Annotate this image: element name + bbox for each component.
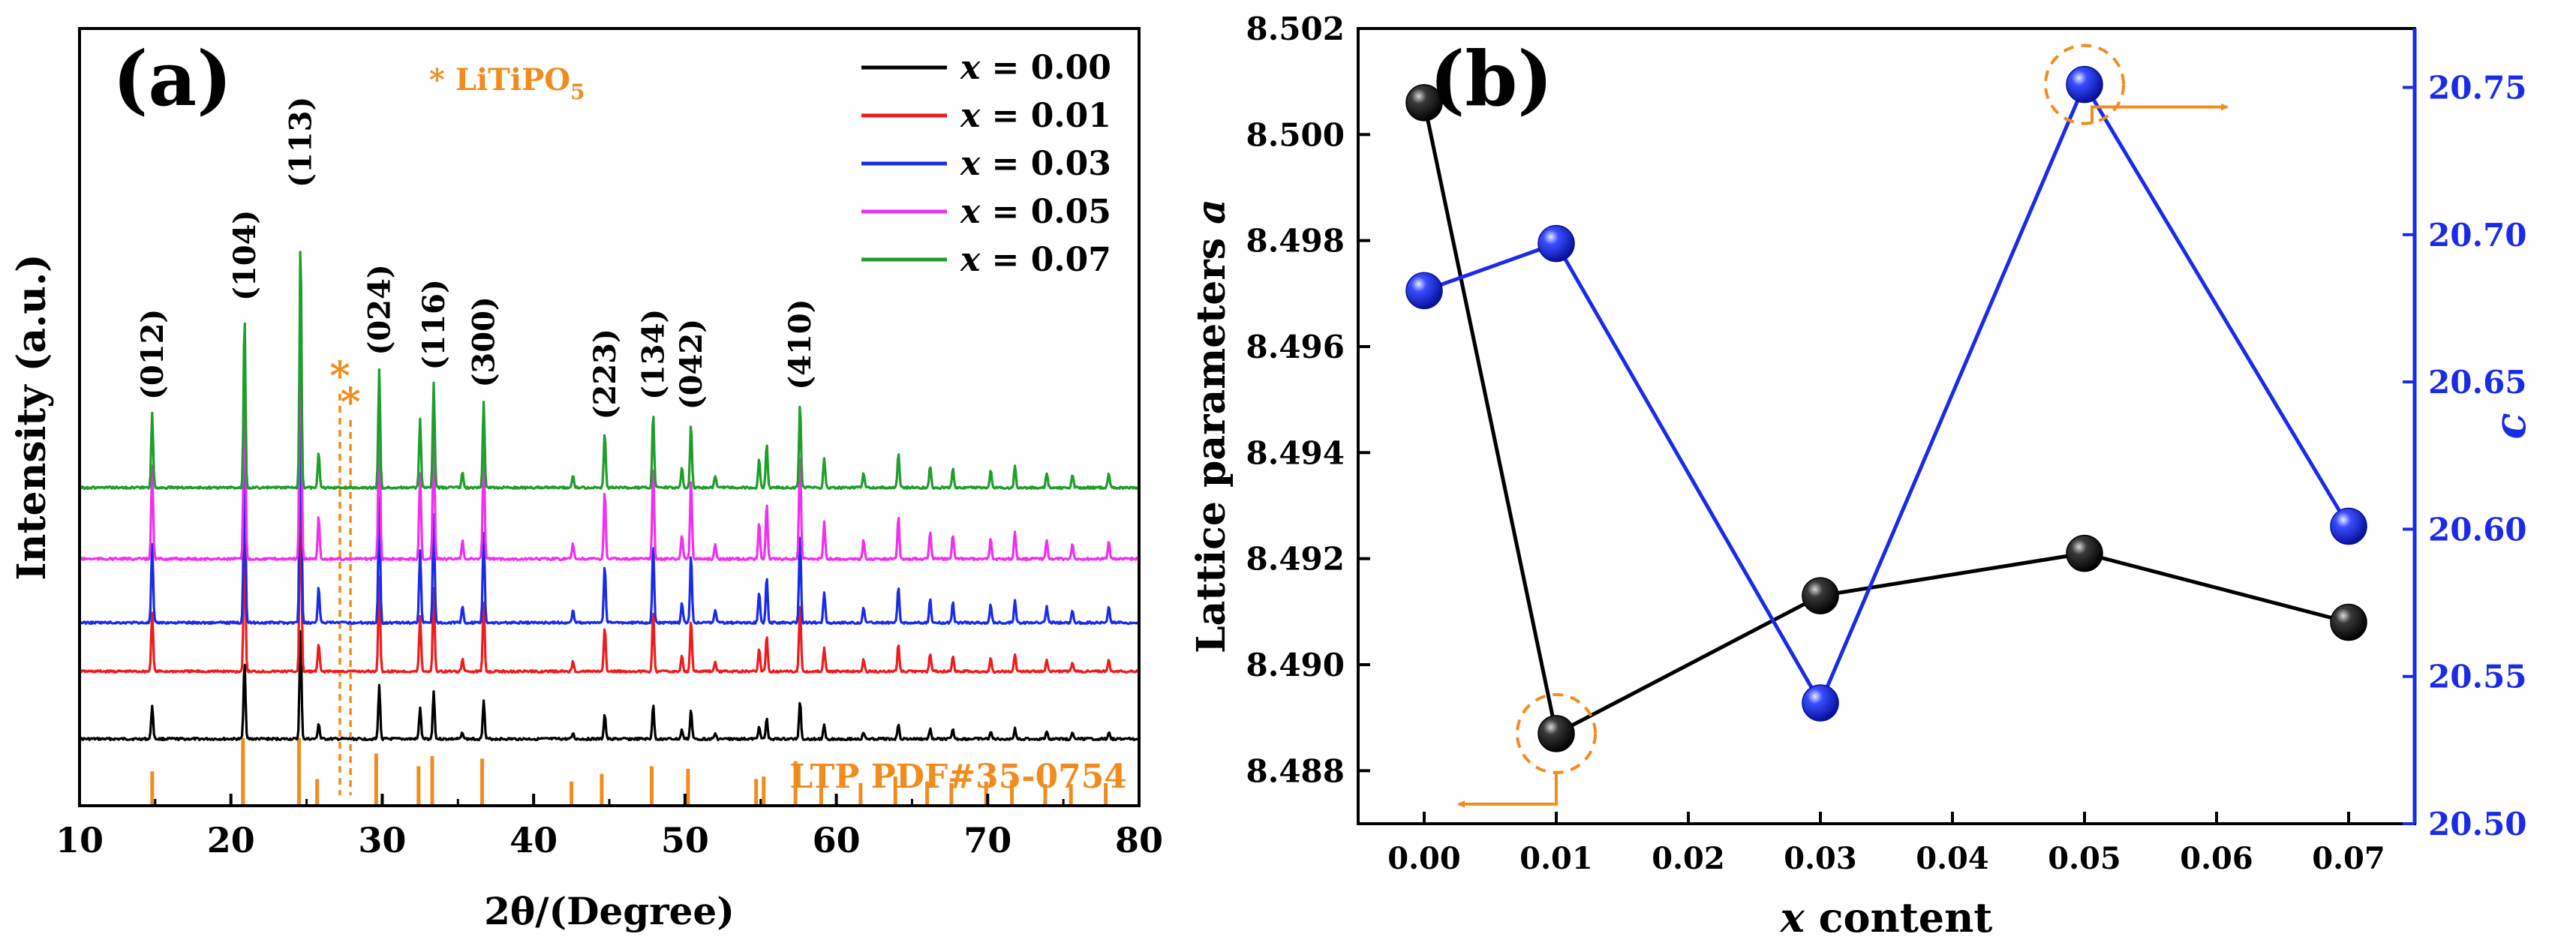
highlight-circle <box>2044 44 2125 125</box>
y-tick-label-left: 8.488 <box>1246 752 1345 789</box>
axis-arrow <box>1457 772 1558 808</box>
series-line <box>1422 102 2349 737</box>
data-point <box>1802 684 1839 722</box>
x-tick-label-b: 0.01 <box>1519 841 1592 876</box>
data-point <box>1537 715 1575 752</box>
hkl-label: (410) <box>783 299 818 389</box>
data-point <box>1405 84 1443 122</box>
x-tick-label-b: 0.00 <box>1387 841 1460 876</box>
y-tick-label-right: 20.50 <box>2428 806 2527 842</box>
y-tick-label-left: 8.494 <box>1246 434 1345 471</box>
data-point <box>1802 577 1839 614</box>
x-tick-label-a: 10 <box>56 820 104 860</box>
xrd-trace <box>79 265 1139 562</box>
x-tick-label-b: 0.06 <box>2180 841 2253 876</box>
y-tick-label-right: 20.60 <box>2428 511 2527 548</box>
legend-entry: x = 0.03 <box>960 145 1111 183</box>
panel-label-a: (a) <box>113 35 232 123</box>
hkl-label: (012) <box>135 309 170 400</box>
impurity-markers: ** <box>329 353 361 795</box>
xrd-trace <box>79 251 1139 491</box>
series-lines-b <box>1422 80 2351 737</box>
hkl-label: (134) <box>636 309 671 400</box>
y-tick-label-left: 8.500 <box>1246 116 1345 153</box>
data-point <box>2330 507 2367 545</box>
impurity-star: * <box>329 353 350 399</box>
xrd-trace <box>79 630 1140 742</box>
data-point <box>2330 603 2367 641</box>
x-tick-label-b: 0.03 <box>1784 841 1856 876</box>
x-tick-label-b: 0.02 <box>1652 841 1724 876</box>
x-tick-label-b: 0.07 <box>2312 841 2385 876</box>
hkl-labels: (012) (104) (113) (024) (116) (300) (223) (134)… <box>135 97 818 420</box>
x-tick-label-a: 20 <box>207 820 255 860</box>
xrd-series <box>78 251 1140 742</box>
hkl-label: (042) <box>674 319 709 410</box>
data-point <box>2066 65 2103 104</box>
y-axis-title-a: Intensity (a.u.) <box>9 254 55 580</box>
x-ticks-a: 10 20 30 40 50 60 70 80 <box>56 794 1163 860</box>
x-tick-label-a: 60 <box>813 820 861 860</box>
plot-frame-b <box>1357 27 2416 825</box>
x-axis-title-b: x content <box>1780 893 1993 941</box>
x-tick-label-a: 80 <box>1115 820 1163 860</box>
hkl-label: (104) <box>227 210 263 301</box>
lattice-panel: 0.00 0.01 0.02 0.03 0.04 0.05 0.06 0.07 8.488 8.4… <box>1189 11 2535 941</box>
legend-entry: x = 0.00 <box>960 49 1111 87</box>
y-tick-label-left: 8.502 <box>1246 11 1345 47</box>
axis-arrow <box>2091 103 2229 124</box>
x-tick-label-a: 70 <box>963 820 1011 860</box>
x-tick-label-a: 50 <box>661 820 709 860</box>
y-tick-label-left: 8.490 <box>1246 647 1345 683</box>
xrd-trace <box>78 480 1140 674</box>
y-tick-label-right: 20.75 <box>2428 70 2527 107</box>
x-tick-label-b: 0.05 <box>2048 841 2121 876</box>
hkl-label: (113) <box>284 97 319 188</box>
x-tick-label-b: 0.04 <box>1916 841 1988 876</box>
reference-label: LTP PDF#35-0754 <box>789 758 1127 796</box>
y-axis-title-left: Lattice parameters a <box>1189 199 1234 653</box>
legend-a: x = 0.00 x = 0.01 x = 0.03 x = 0.05 x = 0.07 <box>861 49 1111 279</box>
y-tick-label-right: 20.70 <box>2428 217 2527 254</box>
y-tick-label-left: 8.492 <box>1246 541 1345 578</box>
data-point <box>1537 224 1575 263</box>
x-tick-label-a: 30 <box>358 820 406 860</box>
series-line <box>1423 80 2351 707</box>
legend-entry: x = 0.01 <box>960 97 1111 135</box>
y-tick-label-left: 8.496 <box>1246 329 1345 365</box>
impurity-star: * <box>340 380 360 425</box>
hkl-label: (223) <box>588 329 623 419</box>
hkl-label: (116) <box>416 279 452 370</box>
y-tick-label-right: 20.55 <box>2428 659 2527 695</box>
xrd-trace <box>78 374 1139 626</box>
panel-label-b: (b) <box>1429 35 1553 123</box>
y-axis-title-right: c <box>2484 413 2535 439</box>
data-point <box>1405 272 1443 310</box>
legend-entry: x = 0.07 <box>960 241 1111 279</box>
axis-ticks-b: 0.00 0.01 0.02 0.03 0.04 0.05 0.06 0.07 8.488 8.4… <box>1246 11 2526 876</box>
impurity-label: * LiTiPO5 <box>429 62 585 104</box>
xrd-panel: ** (012) (104) (113) (024) (116) (300) (223) (1… <box>9 27 1163 933</box>
hkl-label: (300) <box>467 296 502 387</box>
hkl-label: (024) <box>362 264 397 355</box>
series-markers-b <box>1405 65 2367 752</box>
y-tick-label-left: 8.498 <box>1246 223 1345 260</box>
y-tick-label-right: 20.65 <box>2428 364 2527 401</box>
annotations-b <box>1457 44 2229 808</box>
x-tick-label-a: 40 <box>509 820 558 860</box>
reference-pattern <box>150 738 1108 806</box>
data-point <box>2066 534 2103 572</box>
legend-entry: x = 0.05 <box>960 193 1111 231</box>
x-axis-title-a: 2θ/(Degree) <box>484 889 735 933</box>
